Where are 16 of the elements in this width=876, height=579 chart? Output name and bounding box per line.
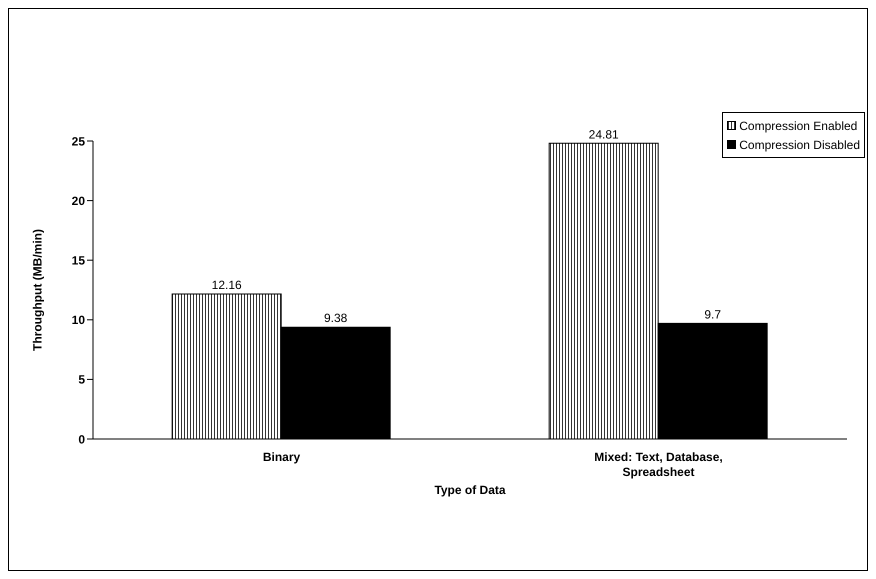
- legend-label: Compression Disabled: [739, 138, 860, 152]
- y-tick-label: 25: [72, 134, 86, 148]
- y-tick-label: 0: [78, 432, 86, 446]
- y-tick-label: 10: [72, 313, 86, 328]
- legend-label: Compression Enabled: [739, 118, 858, 132]
- data-label: 12.16: [212, 278, 242, 292]
- y-axis-title: Throughput (MB/min): [30, 229, 44, 351]
- y-tick-label: 5: [78, 372, 86, 387]
- x-tick-label: Mixed: Text, Database, Spreadsheet: [594, 450, 723, 479]
- data-label: 24.81: [588, 127, 620, 142]
- x-axis-title: Type of Data: [434, 483, 506, 497]
- x-tick-label: Binary: [262, 450, 300, 464]
- y-tick-label: 15: [72, 253, 86, 268]
- data-label: 9.7: [704, 307, 722, 322]
- data-label: 9.38: [324, 311, 348, 326]
- y-tick-label: 20: [72, 194, 86, 208]
